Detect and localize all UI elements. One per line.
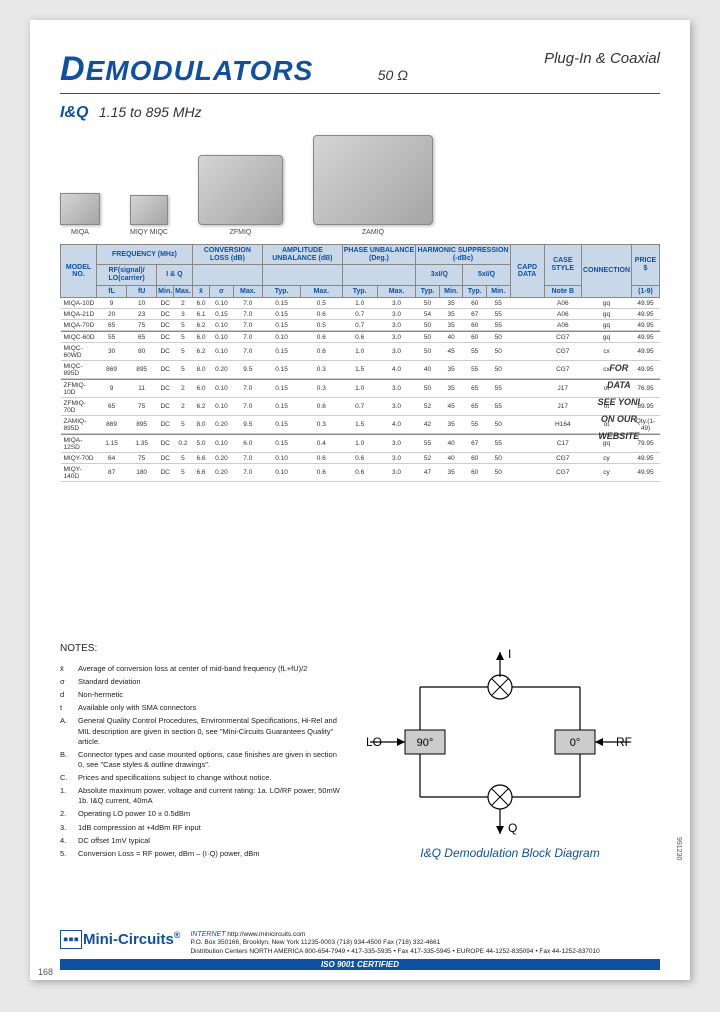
product-miqa: MIQA xyxy=(60,193,100,236)
svg-text:90°: 90° xyxy=(417,737,434,749)
notes-heading: NOTES: xyxy=(60,642,340,656)
table-row: MIQY-70D6475DC56.60.207.00.100.60.63.052… xyxy=(61,453,660,464)
note-item: A.General Quality Control Procedures, En… xyxy=(60,716,340,746)
table-row: ZFMIQ-70D6575DC26.20.107.00.150.60.73.05… xyxy=(61,398,660,416)
col-convloss: CONVERSION LOSS (dB) xyxy=(192,245,262,265)
table-row: MIQA-10D910DC26.00.107.00.150.51.03.0503… xyxy=(61,298,660,309)
table-row: MIQA-70D6575DC56.20.107.00.150.50.73.050… xyxy=(61,320,660,331)
note-item: 2.Operating LO power 10 ± 0.5dBm xyxy=(60,809,340,819)
product-miqy: MIQY MIQC xyxy=(130,195,168,236)
note-item: 5.Conversion Loss = RF power, dBm – (I·Q… xyxy=(60,849,340,859)
table-row: MIQY-140D87180DC56.60.207.00.100.60.63.0… xyxy=(61,464,660,482)
subheading: I&Q 1.15 to 895 MHz xyxy=(60,104,660,122)
col-ampunb: AMPLITUDE UNBALANCE (dB) xyxy=(263,245,343,265)
diag-label-I: I xyxy=(508,647,511,661)
note-item: x̄Average of conversion loss at center o… xyxy=(60,664,340,674)
header-row: DEMODULATORS 50 Ω Plug-In & Coaxial xyxy=(60,50,660,89)
datasheet-page: DEMODULATORS 50 Ω Plug-In & Coaxial I&Q … xyxy=(30,20,690,980)
block-diagram-wrap: I 90° 0° LO RF xyxy=(360,642,660,862)
block-diagram: I 90° 0° LO RF xyxy=(360,642,640,842)
col-capd: CAPD DATA xyxy=(510,245,544,298)
note-item: B.Connector types and case mounted optio… xyxy=(60,750,340,770)
col-price: PRICE $ xyxy=(632,245,660,286)
note-item: 1.Absolute maximum power, voltage and cu… xyxy=(60,786,340,806)
title-rest: EMODULATORS xyxy=(86,55,314,86)
iso-badge: ISO 9001 CERTIFIED xyxy=(60,959,660,970)
internet-label: INTERNET xyxy=(190,931,225,938)
note-item: σStandard deviation xyxy=(60,677,340,687)
product-images-row: MIQA MIQY MIQC ZFMIQ ZAMIQ xyxy=(60,136,660,236)
footer: ▪▪▪Mini-Circuits® INTERNET http://www.mi… xyxy=(60,930,660,970)
freq-range: 1.15 to 895 MHz xyxy=(99,104,202,120)
note-item: dNon-hermetic xyxy=(60,690,340,700)
spec-table: MODEL NO. FREQUENCY (MHz) CONVERSION LOS… xyxy=(60,244,660,482)
package-type-label: Plug-In & Coaxial xyxy=(544,50,660,67)
col-phaseunb: PHASE UNBALANCE (Deg.) xyxy=(342,245,416,265)
company-logo: ▪▪▪Mini-Circuits® xyxy=(60,931,180,948)
note-item: 3.1dB compression at +4dBm RF input xyxy=(60,823,340,833)
page-number: 168 xyxy=(38,967,53,977)
iq-label: I&Q xyxy=(60,104,88,121)
col-harm: HARMONIC SUPPRESSION (-dBc) xyxy=(416,245,510,265)
document-number: 991230 xyxy=(675,837,682,860)
table-row: MIQA-12SD1.151.35DC0.25.00.106.00.150.41… xyxy=(61,435,660,453)
table-row: MIQC-60D5565DC56.00.107.00.100.60.63.050… xyxy=(61,332,660,343)
footer-distribution: Distribution Centers NORTH AMERICA 800-6… xyxy=(190,948,660,956)
product-zamiq: ZAMIQ xyxy=(313,135,433,236)
svg-text:LO: LO xyxy=(366,735,382,749)
internet-url: http://www.minicircuits.com xyxy=(227,931,305,938)
col-freq: FREQUENCY (MHz) xyxy=(97,245,193,265)
table-header: MODEL NO. FREQUENCY (MHz) CONVERSION LOS… xyxy=(61,245,660,298)
table-row: MIQA-21D2023DC36.10.157.00.150.60.73.054… xyxy=(61,309,660,320)
note-item: 4.DC offset 1mV typical xyxy=(60,836,340,846)
note-item: tAvailable only with SMA connectors xyxy=(60,703,340,713)
col-case: CASE STYLE xyxy=(544,245,581,286)
product-zfmiq: ZFMIQ xyxy=(198,155,283,236)
table-row: ZFMIQ-10D911DC26.00.107.00.150.31.03.050… xyxy=(61,380,660,398)
impedance-label: 50 Ω xyxy=(378,67,408,83)
header-rule xyxy=(60,93,660,94)
table-body: MIQA-10D910DC26.00.107.00.150.51.03.0503… xyxy=(61,298,660,482)
col-conn: CONNECTION xyxy=(581,245,631,298)
table-row: ZAMIQ-895D869895DC58.00.209.50.150.31.54… xyxy=(61,416,660,434)
svg-text:0°: 0° xyxy=(570,737,581,749)
watermark-text: FOR DATA SEE YONI ON OUR WEBSITE xyxy=(598,360,640,445)
note-item: C.Prices and specifications subject to c… xyxy=(60,773,340,783)
diagram-caption: I&Q Demodulation Block Diagram xyxy=(360,846,660,860)
notes-section: NOTES: x̄Average of conversion loss at c… xyxy=(60,642,660,862)
notes-text: NOTES: x̄Average of conversion loss at c… xyxy=(60,642,340,862)
svg-text:Q: Q xyxy=(508,821,517,835)
footer-address: P.O. Box 350166, Brooklyn, New York 1123… xyxy=(190,939,660,947)
page-title: DEMODULATORS xyxy=(60,50,313,89)
table-row: MIQC-60WD3080DC56.20.107.00.150.61.03.05… xyxy=(61,343,660,361)
svg-text:RF: RF xyxy=(616,735,632,749)
table-row: MIQC-895D869895DC58.00.209.50.150.31.54.… xyxy=(61,361,660,379)
col-model: MODEL NO. xyxy=(61,245,97,298)
title-first-letter: D xyxy=(60,50,86,88)
